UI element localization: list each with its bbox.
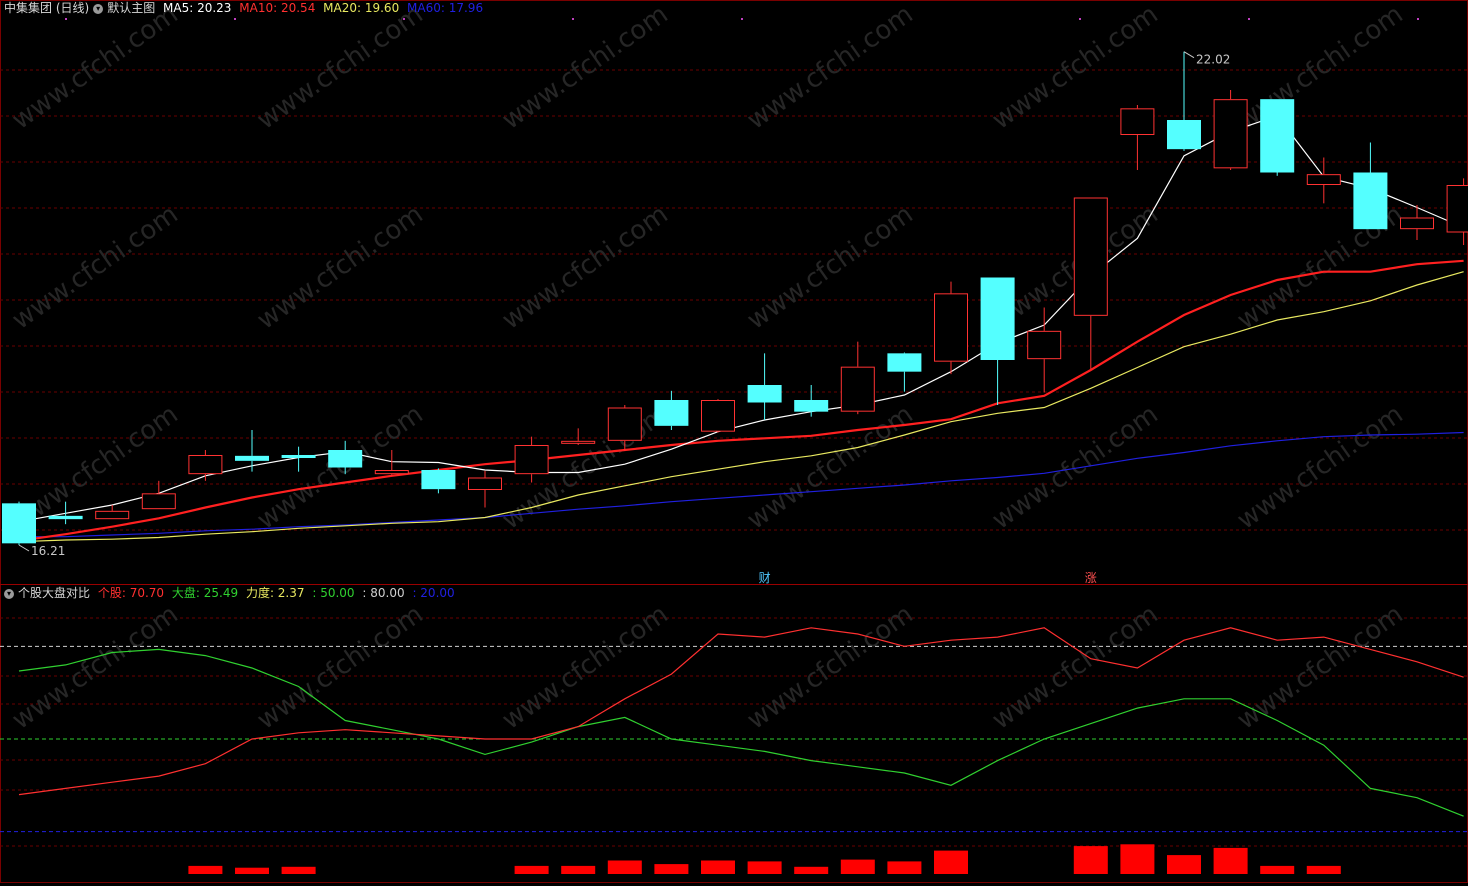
strength-bar xyxy=(1073,846,1108,874)
strength-bar xyxy=(1260,865,1295,874)
market-strength-value: 大盘: 25.49 xyxy=(171,586,239,600)
candle-body xyxy=(980,277,1015,360)
tick-mark xyxy=(1079,18,1081,20)
event-tag-cai: 财 xyxy=(759,571,771,585)
candle-body xyxy=(1073,197,1108,316)
strength-bar xyxy=(1213,847,1248,874)
candle-body xyxy=(48,515,83,520)
strength-bar xyxy=(1167,855,1201,874)
low-price-label: 16.21 xyxy=(31,544,65,558)
strength-bar xyxy=(934,850,968,874)
candle-body xyxy=(1353,172,1388,230)
candle-body xyxy=(1167,120,1201,150)
tick-mark xyxy=(910,18,912,20)
candle-body xyxy=(934,293,968,362)
low-marker xyxy=(18,544,30,552)
candle-body xyxy=(1400,217,1434,230)
tick-mark xyxy=(741,18,743,20)
ma5-value: MA5: 20.23 xyxy=(163,1,232,15)
strength-bar xyxy=(561,865,596,874)
candle-body xyxy=(607,407,642,441)
high-marker xyxy=(1183,51,1195,59)
strength-bar xyxy=(654,864,689,874)
strength-bar xyxy=(281,866,316,874)
strength-bar xyxy=(794,866,829,874)
strength-bar xyxy=(1120,844,1155,874)
candle-body xyxy=(514,445,549,475)
ma60-value: MA60: 17.96 xyxy=(407,1,484,15)
candle-body xyxy=(561,440,596,444)
sub-chart-header: ▾ 个股大盘对比 个股: 70.70 大盘: 25.49 力度: 2.37 : 5… xyxy=(4,585,459,602)
chevron-down-icon[interactable]: ▾ xyxy=(4,588,14,599)
strength-bar xyxy=(607,860,642,874)
candle-body xyxy=(374,470,409,475)
candle-body xyxy=(840,366,875,412)
candle-body xyxy=(328,450,363,468)
strength-bar xyxy=(514,865,549,874)
event-tag-zhang: 涨 xyxy=(1085,570,1097,585)
candle-body xyxy=(1213,99,1248,169)
tick-mark xyxy=(572,18,574,20)
chevron-down-icon[interactable]: ▾ xyxy=(93,3,104,14)
candle-body xyxy=(281,455,316,458)
strength-bar xyxy=(701,860,735,874)
strength-bar xyxy=(887,861,922,874)
candle-body xyxy=(887,353,922,372)
force-value: 力度: 2.37 xyxy=(245,586,305,600)
ma20-value: MA20: 19.60 xyxy=(323,1,400,15)
indicator-name[interactable]: 个股大盘对比 xyxy=(18,586,91,600)
candle-body xyxy=(654,400,689,426)
main-chart-header: 中集集团 (日线) ▾ 默认主图 MA5: 20.23 MA10: 20.54 MA… xyxy=(4,0,487,17)
ma20-line xyxy=(18,271,1464,543)
stock-strength-value: 个股: 70.70 xyxy=(97,586,165,600)
candle-body xyxy=(1260,99,1295,173)
template-label[interactable]: 默认主图 xyxy=(107,1,156,15)
tick-mark xyxy=(403,18,405,20)
candle-body xyxy=(1306,174,1341,186)
tick-mark xyxy=(65,18,67,20)
ma60-line xyxy=(19,431,1464,538)
candle-body xyxy=(421,470,456,490)
candle-body xyxy=(95,510,130,520)
candle-body xyxy=(468,477,502,490)
level-80-value: : 80.00 xyxy=(362,586,405,600)
strength-bar xyxy=(840,859,875,874)
high-price-label: 22.02 xyxy=(1196,53,1230,67)
candle-body xyxy=(701,400,735,432)
ma10-line xyxy=(18,259,1464,542)
level-20-value: : 20.00 xyxy=(412,586,455,600)
candle-body xyxy=(1120,108,1155,136)
strength-bar xyxy=(1306,865,1341,874)
strength-bar xyxy=(235,867,269,874)
candle-body xyxy=(188,455,223,475)
level-50-value: : 50.00 xyxy=(312,586,355,600)
candle-body xyxy=(794,400,829,412)
tick-mark xyxy=(1248,18,1250,20)
candle-body xyxy=(141,493,176,510)
candle-body xyxy=(2,503,36,544)
candle-body xyxy=(1446,185,1468,233)
ma10-value: MA10: 20.54 xyxy=(239,1,316,15)
candle-body xyxy=(235,455,269,461)
market-strength-line xyxy=(18,648,1464,817)
tick-mark xyxy=(234,18,236,20)
stock-title[interactable]: 中集集团 (日线) xyxy=(4,1,90,15)
strength-bar xyxy=(188,865,223,874)
stock-strength-line xyxy=(18,627,1464,796)
candle-body xyxy=(747,385,782,403)
candle-body xyxy=(1027,330,1062,360)
strength-bar xyxy=(747,861,782,874)
tick-mark xyxy=(1417,18,1419,20)
